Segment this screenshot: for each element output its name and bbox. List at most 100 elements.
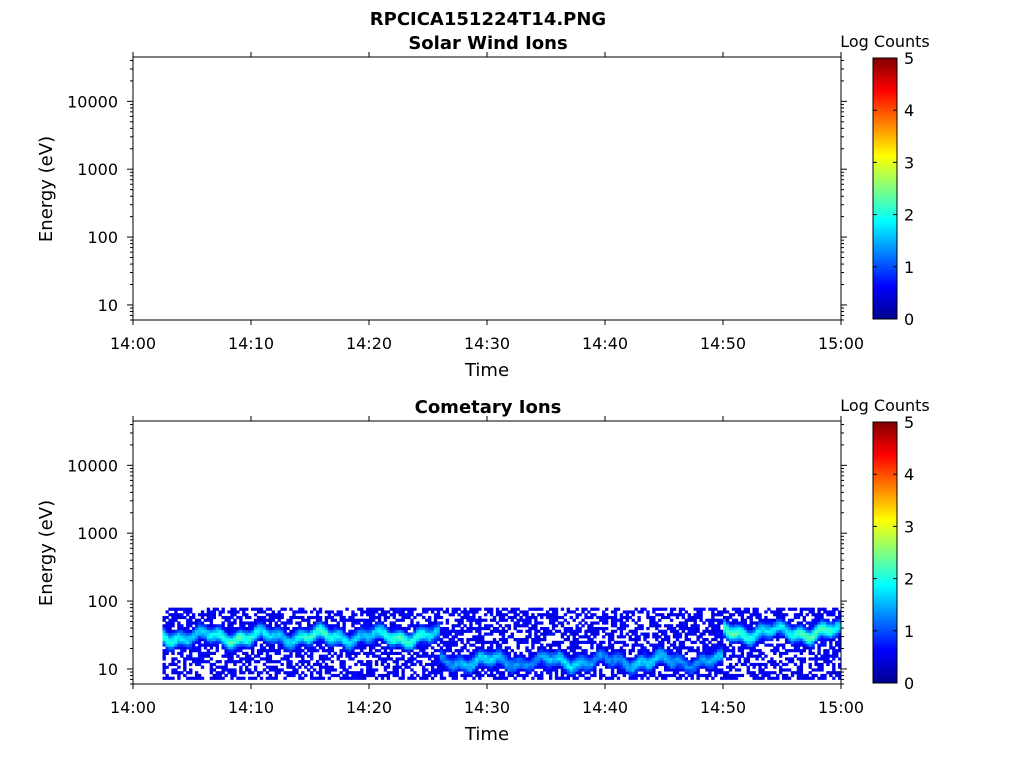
spectrogram-cell: [655, 621, 659, 625]
spectrogram-cell: [637, 615, 641, 620]
spectrogram-cell: [475, 649, 479, 653]
spectrogram-cell: [451, 635, 455, 639]
spectrogram-cell: [584, 621, 588, 625]
spectrogram-cell: [469, 629, 473, 633]
spectrogram-cell: [321, 629, 326, 633]
spectrogram-cell: [581, 640, 585, 644]
spectrogram-cell: [413, 646, 417, 650]
spectrogram-cell: [534, 662, 538, 667]
spectrogram-cell: [805, 613, 809, 617]
spectrogram-cell: [315, 626, 320, 631]
spectrogram-cell: [752, 676, 756, 680]
spectrogram-cell: [259, 638, 264, 642]
spectrogram-cell: [634, 671, 638, 675]
spectrogram-cell: [708, 640, 712, 644]
spectrogram-cell: [773, 621, 777, 625]
spectrogram-cell: [475, 657, 479, 661]
spectrogram-cell: [392, 610, 396, 614]
spectrogram-cell: [301, 662, 305, 667]
spectrogram-cell: [811, 632, 815, 636]
spectrogram-cell: [678, 654, 683, 658]
spectrogram-cell: [661, 607, 665, 611]
spectrogram-cell: [820, 635, 824, 639]
spectrogram-cell: [410, 660, 414, 664]
spectrogram-cell: [180, 651, 184, 655]
spectrogram-cell: [354, 635, 358, 639]
spectrogram-cell: [796, 665, 801, 669]
spectrogram-cell: [248, 640, 252, 644]
spectrogram-cell: [162, 635, 166, 639]
spectrogram-cell: [820, 626, 824, 631]
spectrogram-cell: [310, 635, 314, 639]
spectrogram-cell: [460, 646, 464, 650]
spectrogram-cell: [439, 640, 444, 644]
spectrogram-cell: [690, 660, 694, 664]
spectrogram-cell: [457, 657, 461, 661]
spectrogram-cell: [251, 643, 255, 647]
spectrogram-cell: [192, 640, 196, 644]
spectrogram-cell: [740, 651, 745, 655]
spectrogram-cell: [448, 660, 452, 664]
spectrogram-cell: [752, 662, 756, 667]
spectrogram-cell: [776, 629, 780, 633]
spectrogram-cell: [787, 607, 792, 611]
spectrogram-cell: [666, 626, 671, 631]
spectrogram-cell: [616, 660, 621, 664]
spectrogram-cell: [758, 624, 762, 628]
spectrogram-cell: [348, 640, 352, 644]
spectrogram-cell: [557, 629, 562, 633]
spectrogram-cell: [236, 660, 240, 664]
spectrogram-cell: [174, 638, 178, 642]
spectrogram-cell: [395, 635, 399, 639]
spectrogram-cell: [590, 626, 594, 631]
spectrogram-cell: [180, 649, 184, 653]
spectrogram-cell: [755, 629, 759, 633]
spectrogram-cell: [268, 638, 273, 642]
spectrogram-cell: [522, 621, 526, 625]
spectrogram-cell: [245, 646, 249, 650]
spectrogram-cell: [605, 651, 609, 655]
spectrogram-cell: [422, 673, 426, 678]
spectrogram-cell: [740, 610, 745, 614]
spectrogram-cell: [820, 668, 824, 672]
spectrogram-cell: [731, 646, 736, 650]
spectrogram-cell: [793, 629, 798, 633]
spectrogram-cell: [572, 657, 576, 661]
spectrogram-cell: [439, 657, 444, 661]
spectrogram-cell: [498, 618, 503, 622]
spectrogram-cell: [690, 665, 694, 669]
spectrogram-cell: [566, 671, 570, 675]
spectrogram-cell: [784, 668, 789, 672]
spectrogram-cell: [489, 651, 494, 655]
spectrogram-cell: [466, 654, 470, 658]
spectrogram-cell: [702, 657, 706, 661]
spectrogram-cell: [271, 626, 275, 631]
spectrogram-cell: [507, 654, 511, 658]
spectrogram-cell: [649, 615, 653, 620]
spectrogram-cell: [342, 640, 346, 644]
spectrogram-cell: [274, 668, 278, 672]
spectrogram-cell: [522, 654, 526, 658]
spectrogram-cell: [693, 657, 697, 661]
spectrogram-cell: [557, 621, 562, 625]
spectrogram-cell: [655, 632, 659, 636]
spectrogram-cell: [489, 632, 494, 636]
spectrogram-cell: [546, 629, 550, 633]
spectrogram-cell: [516, 618, 520, 622]
spectrogram-cell: [336, 626, 340, 631]
spectrogram-cell: [696, 646, 700, 650]
spectrogram-cell: [436, 624, 441, 628]
spectrogram-cell: [363, 624, 367, 628]
spectrogram-cell: [669, 607, 674, 611]
spectrogram-cell: [466, 657, 470, 661]
spectrogram-cell: [489, 618, 494, 622]
spectrogram-cell: [360, 649, 364, 653]
spectrogram-cell: [221, 621, 225, 625]
spectrogram-cell: [333, 635, 337, 639]
spectrogram-cell: [171, 668, 175, 672]
spectrogram-cell: [189, 638, 193, 642]
spectrogram-cell: [242, 657, 246, 661]
spectrogram-cell: [200, 632, 205, 636]
spectrogram-cell: [661, 638, 665, 642]
spectrogram-cell: [475, 621, 479, 625]
